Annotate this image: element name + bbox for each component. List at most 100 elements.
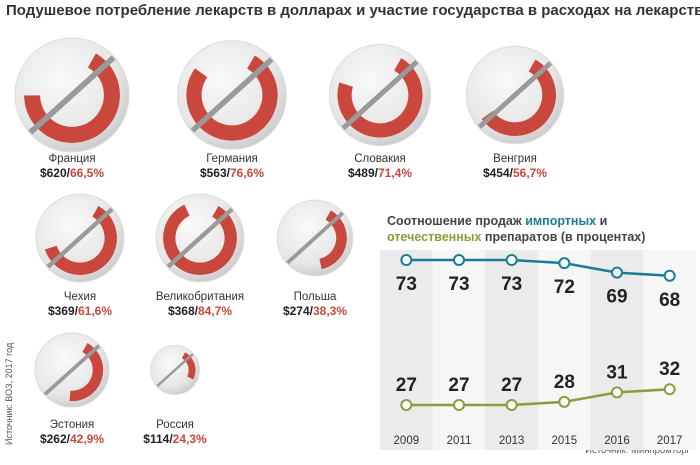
data-label: 73 (501, 274, 522, 295)
spending-label: $620 (40, 166, 67, 180)
pill-groove (477, 61, 553, 129)
data-label: 31 (606, 362, 628, 383)
line (406, 387, 670, 407)
pill-groove (166, 207, 234, 269)
band (590, 250, 644, 450)
pill-groove (156, 353, 194, 387)
pill-groove (46, 207, 114, 269)
data-label: 72 (554, 277, 575, 298)
pill-groove (43, 344, 101, 396)
data-label: 69 (606, 287, 627, 308)
spending-label: $563 (200, 166, 227, 180)
separator: / (75, 304, 79, 318)
marker (558, 257, 571, 270)
data-label: 73 (396, 274, 417, 295)
band (485, 250, 538, 450)
pill-groove (341, 59, 419, 131)
separator: / (375, 166, 379, 180)
share-label: 56,7% (513, 166, 547, 180)
data-label: 32 (659, 359, 680, 380)
marker (453, 399, 465, 411)
country-label: Словакия (354, 153, 406, 165)
country-label: Венгрия (493, 153, 537, 165)
marker (505, 399, 518, 411)
x-tick-label: 2011 (447, 435, 472, 447)
band (643, 250, 696, 450)
line-chart-title: Соотношение продаж импортных и отечестве… (387, 213, 687, 245)
marker (400, 254, 413, 266)
title-part: препаратов (в процентах) (484, 230, 646, 244)
data-label: 28 (554, 372, 575, 393)
marker (611, 386, 623, 399)
share-arc (337, 58, 423, 138)
x-tick-label: 2015 (552, 435, 578, 447)
separator: / (227, 166, 231, 180)
data-label: 27 (501, 375, 522, 396)
data-label: 27 (396, 375, 417, 396)
share-label: 76,6% (230, 166, 264, 180)
x-tick-label: 2016 (604, 435, 630, 447)
data-label: 27 (448, 375, 469, 396)
share-label: 38,3% (313, 304, 347, 318)
country-label: Франция (48, 153, 95, 165)
spending-label: $454 (483, 166, 510, 180)
separator: / (67, 432, 71, 446)
spending-label: $368 (168, 304, 195, 318)
value-label: $262/42,9% (40, 432, 104, 446)
value-label: $274/38,3% (283, 304, 347, 318)
band (538, 250, 591, 450)
title-part: Соотношение продаж (387, 214, 522, 228)
share-label: 24,3% (173, 432, 207, 446)
share-label: 84,7% (198, 304, 232, 318)
legend-entry: импортных (525, 214, 597, 228)
spending-label: $369 (48, 304, 75, 318)
source: Источник: Минпромторг (585, 445, 690, 456)
separator: / (195, 304, 199, 318)
country-label: Чехия (64, 291, 96, 303)
x-tick-label: 2009 (394, 435, 420, 447)
data-label: 68 (659, 290, 680, 311)
marker (663, 269, 676, 282)
share-arc (481, 59, 556, 136)
share-arc (24, 53, 120, 143)
marker (663, 383, 676, 396)
share-label: 71,4% (378, 166, 412, 180)
share-label: 42,9% (70, 432, 104, 446)
separator: / (169, 432, 173, 446)
band (432, 250, 486, 450)
marker (453, 254, 465, 266)
spending-label: $114 (143, 432, 169, 446)
share-label: 66,5% (70, 166, 104, 180)
country-label: Россия (156, 419, 194, 431)
share-arc (44, 206, 117, 275)
marker (505, 254, 518, 266)
title-part: и (599, 214, 608, 228)
share-arc (181, 352, 196, 380)
spending-label: $489 (348, 166, 375, 180)
country-label: Эстония (50, 419, 95, 431)
source: Источник: ВОЗ, 2017 год (4, 342, 14, 445)
separator: / (67, 166, 71, 180)
x-tick-label: 2017 (657, 435, 683, 447)
value-label: $489/71,4% (348, 166, 412, 180)
pill-groove (286, 211, 344, 265)
separator: / (310, 304, 314, 318)
country-label: Германия (206, 153, 258, 165)
value-label: $114/24,3% (143, 432, 207, 446)
pill-groove (28, 55, 116, 135)
band (380, 250, 433, 450)
value-label: $454/56,7% (483, 166, 547, 180)
data-label: 73 (448, 274, 469, 295)
line (406, 258, 670, 278)
marker (558, 395, 571, 408)
value-label: $563/76,6% (200, 166, 264, 180)
country-label: Великобритания (156, 291, 244, 303)
marker (400, 399, 413, 411)
chart-title: Подушевое потребление лекарств в доллара… (6, 2, 700, 19)
share-label: 61,6% (78, 304, 112, 318)
pill-groove (190, 57, 274, 133)
share-arc (69, 343, 104, 402)
spending-label: $262 (40, 432, 67, 446)
